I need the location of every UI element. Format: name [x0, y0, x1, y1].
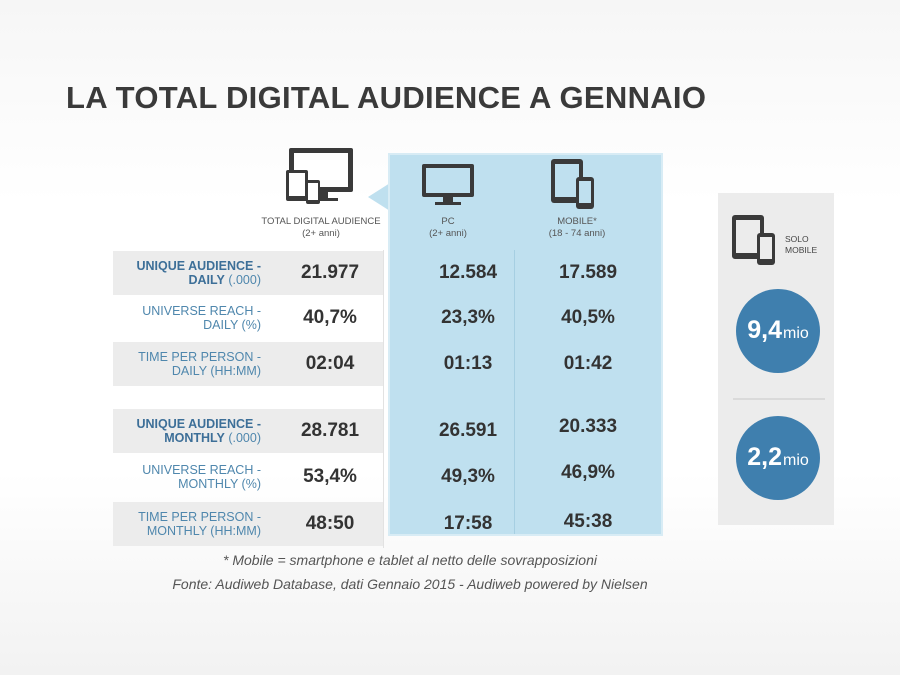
column-header-pc: PC (2+ anni): [388, 216, 508, 240]
mobile-devices-icon: [551, 159, 594, 209]
column-label: PC: [441, 216, 455, 227]
badge-value: 9,4: [747, 316, 782, 344]
row-label-line2: MONTHLY (%): [178, 477, 261, 491]
value-mobile: 01:42: [563, 353, 613, 374]
column-sublabel: (18 - 74 anni): [548, 228, 606, 239]
value-total: 48:50: [305, 513, 355, 534]
value-mobile: 20.333: [558, 416, 618, 437]
monthly-mobile-only-badge: 2,2 mio: [736, 416, 820, 500]
table-row: UNIVERSE REACH - MONTHLY (%) 53,4% 49,3%…: [113, 455, 663, 499]
table-row: TIME PER PERSON - MONTHLY (HH:MM) 48:50 …: [113, 502, 663, 546]
badge-value: 2,2: [747, 443, 782, 471]
table-row: UNIVERSE REACH - DAILY (%) 40,7% 23,3% 4…: [113, 296, 663, 340]
table-row: UNIQUE AUDIENCE - MONTHLY (.000) 28.781 …: [113, 409, 663, 453]
row-unit: (.000): [224, 431, 261, 445]
table-row: UNIQUE AUDIENCE - DAILY (.000) 21.977 12…: [113, 251, 663, 295]
value-pc: 49,3%: [441, 466, 495, 487]
row-label: UNIVERSE REACH - DAILY (%): [113, 296, 261, 340]
divider: [733, 398, 825, 400]
row-label-line2: DAILY (HH:MM): [171, 364, 261, 378]
value-pc: 23,3%: [441, 307, 495, 328]
column-divider: [514, 250, 515, 534]
panel-pointer: [368, 183, 390, 211]
row-label-line2: MONTHLY: [164, 431, 225, 445]
source-note: Fonte: Audiweb Database, dati Gennaio 20…: [172, 576, 648, 592]
value-pc: 01:13: [443, 353, 493, 374]
value-mobile: 17.589: [558, 262, 618, 283]
value-total: 21.977: [300, 262, 360, 283]
value-total: 02:04: [305, 353, 355, 374]
badge-unit: mio: [782, 325, 809, 342]
row-label: TIME PER PERSON - MONTHLY (HH:MM): [113, 502, 261, 546]
row-label: TIME PER PERSON - DAILY (HH:MM): [113, 342, 261, 386]
column-sublabel: (2+ anni): [302, 228, 340, 239]
value-total: 28.781: [300, 420, 360, 441]
page-title: LA TOTAL DIGITAL AUDIENCE A GENNAIO: [66, 80, 707, 115]
highlight-panel: [388, 153, 663, 536]
value-mobile: 46,9%: [561, 462, 615, 483]
column-divider: [383, 250, 384, 548]
footnote: * Mobile = smartphone e tablet al netto …: [223, 552, 597, 568]
row-label-line1: UNIQUE AUDIENCE -: [136, 259, 261, 273]
table-row: TIME PER PERSON - DAILY (HH:MM) 02:04 01…: [113, 342, 663, 386]
row-unit: (.000): [224, 273, 261, 287]
devices-icon: [286, 148, 353, 204]
column-label: TOTAL DIGITAL AUDIENCE: [261, 216, 381, 227]
value-pc: 17:58: [443, 513, 493, 534]
value-mobile: 45:38: [563, 511, 613, 532]
column-header-mobile: MOBILE* (18 - 74 anni): [517, 216, 637, 240]
row-label-line1: UNIVERSE REACH -: [142, 463, 261, 477]
row-label: UNIVERSE REACH - MONTHLY (%): [113, 455, 261, 499]
value-total: 53,4%: [303, 466, 357, 487]
monitor-icon: [422, 164, 474, 205]
value-mobile: 40,5%: [561, 307, 615, 328]
column-label: MOBILE*: [557, 216, 597, 227]
row-label-line1: UNIVERSE REACH -: [142, 304, 261, 318]
row-label-line1: UNIQUE AUDIENCE -: [136, 417, 261, 431]
row-label: UNIQUE AUDIENCE - DAILY (.000): [113, 251, 261, 295]
daily-mobile-only-badge: 9,4 mio: [736, 289, 820, 373]
value-total: 40,7%: [303, 307, 357, 328]
column-sublabel: (2+ anni): [429, 228, 467, 239]
value-pc: 26.591: [438, 420, 498, 441]
mobile-devices-icon: [732, 215, 775, 265]
row-label-line2: DAILY: [188, 273, 225, 287]
row-label-line1: TIME PER PERSON -: [138, 350, 261, 364]
badge-unit: mio: [782, 452, 809, 469]
solo-mobile-label: SOLO MOBILE: [785, 234, 818, 255]
row-label-line2: DAILY (%): [203, 318, 261, 332]
value-pc: 12.584: [438, 262, 498, 283]
row-label-line2: MONTHLY (HH:MM): [146, 524, 261, 538]
row-label: UNIQUE AUDIENCE - MONTHLY (.000): [113, 409, 261, 453]
row-label-line1: TIME PER PERSON -: [138, 510, 261, 524]
column-header-total: TOTAL DIGITAL AUDIENCE (2+ anni): [248, 216, 394, 240]
